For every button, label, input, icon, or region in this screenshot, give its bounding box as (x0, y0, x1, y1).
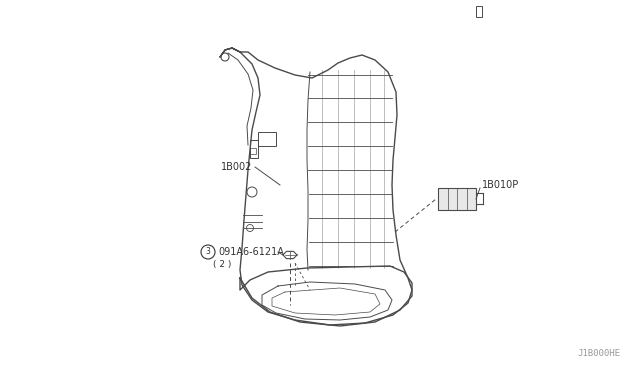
Bar (250, 148, 256, 154)
Text: 1B010P: 1B010P (482, 180, 519, 190)
Bar (258, 132, 276, 146)
Text: J1B000HE: J1B000HE (577, 349, 620, 358)
Bar (438, 188, 476, 210)
Bar (250, 140, 258, 158)
Bar (476, 6, 482, 17)
Text: ( 2 ): ( 2 ) (213, 260, 232, 269)
Text: 091A6-6121A: 091A6-6121A (218, 247, 284, 257)
Text: 3: 3 (205, 247, 211, 257)
Text: 1B002: 1B002 (221, 162, 252, 172)
